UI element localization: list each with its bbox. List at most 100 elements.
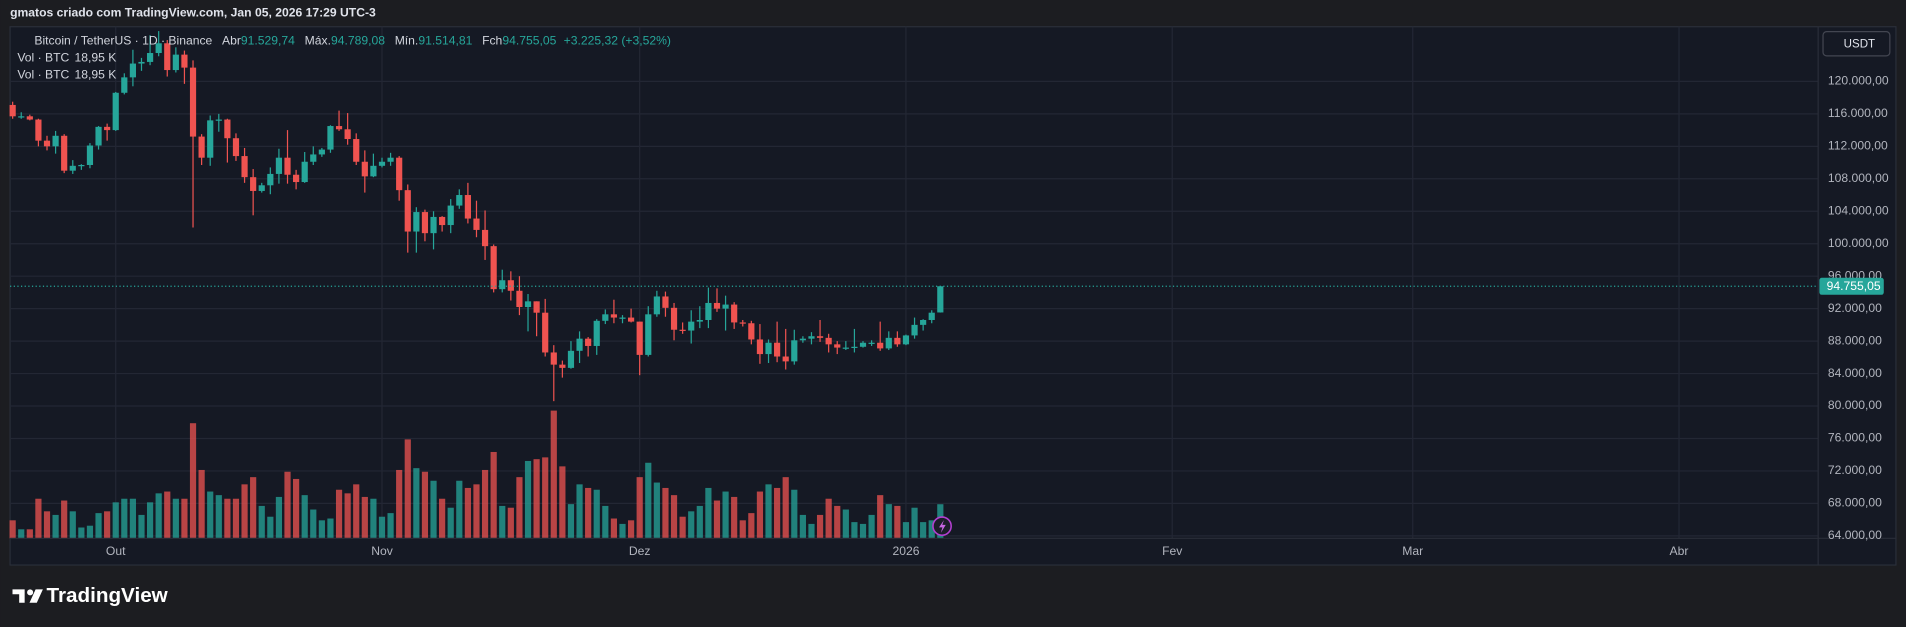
- candle-body: [456, 195, 463, 206]
- volume-bar: [387, 513, 394, 539]
- candle-body: [868, 342, 875, 344]
- volume-bar: [662, 487, 669, 539]
- volume-bar: [104, 511, 111, 539]
- candle-body: [507, 280, 514, 291]
- candle-body: [301, 161, 308, 183]
- volume-bar: [35, 498, 42, 539]
- y-tick-label: 120.000,00: [1828, 74, 1889, 88]
- candle-body: [344, 129, 351, 140]
- candle-body: [524, 301, 532, 308]
- y-tick-label: 72.000,00: [1828, 463, 1882, 477]
- volume-bar: [576, 484, 583, 539]
- volume-bar: [327, 518, 334, 539]
- candle-body: [499, 280, 506, 290]
- volume-bar: [9, 520, 16, 539]
- candle-body: [713, 302, 721, 309]
- axis-layer: 64.000,00 68.000,00 72.000,00 76.000,00 80.0…: [106, 74, 1889, 558]
- last-price-box: [1819, 277, 1884, 295]
- candle-body: [52, 135, 59, 147]
- volume-bar: [877, 495, 884, 539]
- volume-bar: [370, 498, 377, 539]
- candle-body: [705, 302, 712, 320]
- candle-body: [602, 314, 609, 321]
- candle-body: [293, 174, 300, 183]
- volume-bar: [250, 477, 257, 539]
- candle-body: [894, 337, 901, 345]
- volume-bar: [739, 520, 746, 539]
- volume-bar: [731, 496, 738, 539]
- volume-bar: [627, 520, 635, 539]
- candle-body: [430, 216, 437, 234]
- alert-icon-bolt: [939, 520, 946, 533]
- volume-bar: [138, 514, 145, 539]
- volume-legend-value: 18,95 K: [74, 51, 116, 65]
- candle-body: [232, 138, 240, 157]
- volume-bar: [636, 477, 643, 539]
- y-tick-label: 84.000,00: [1828, 366, 1882, 380]
- y-tick-label: 68.000,00: [1828, 496, 1882, 510]
- volume-bar: [808, 523, 815, 539]
- candle-body: [842, 347, 849, 349]
- volume-bar: [207, 491, 214, 539]
- candle-body: [851, 346, 858, 348]
- candle-body: [335, 126, 343, 130]
- y-tick-label: 116.000,00: [1828, 106, 1888, 120]
- alert-icon[interactable]: [932, 516, 952, 537]
- y-tick-label: 80.000,00: [1828, 398, 1882, 412]
- volume-bar: [688, 511, 695, 539]
- candle-body: [576, 338, 583, 351]
- legend-value: 94.789,08: [331, 34, 385, 48]
- candle-body: [413, 212, 420, 232]
- candle-body: [937, 286, 944, 313]
- volume-bar: [593, 489, 600, 539]
- candle-body: [739, 322, 746, 324]
- candle-body: [645, 314, 652, 355]
- volume-bar: [645, 462, 652, 539]
- volume-bar: [129, 498, 136, 539]
- candle-body: [215, 119, 222, 121]
- volume-bar: [722, 491, 729, 539]
- legend-value: 94.755,05: [502, 34, 556, 48]
- currency-label: USDT: [1844, 38, 1875, 50]
- ohlc-legend: Bitcoin / TetherUS · 1D · Binance Abr91.5…: [34, 34, 671, 48]
- candle-body: [370, 165, 377, 177]
- candle-body: [902, 335, 910, 345]
- candle-body: [516, 290, 523, 308]
- candle-body: [731, 304, 738, 323]
- candle-body: [146, 53, 154, 62]
- volume-bar: [344, 493, 351, 539]
- candle-body: [61, 135, 68, 171]
- y-tick-label: 108.000,00: [1828, 171, 1889, 185]
- y-tick-label: 100.000,00: [1828, 236, 1889, 250]
- volume-bar: [224, 498, 231, 539]
- legend-value: 91.514,81: [418, 34, 472, 48]
- candle-body: [550, 352, 557, 365]
- volume-bar: [172, 498, 179, 539]
- y-tick-label: 88.000,00: [1828, 333, 1882, 347]
- volume-bar: [456, 480, 463, 539]
- candle-body: [447, 205, 454, 226]
- volume-bar: [267, 516, 274, 539]
- candle-body: [155, 43, 162, 54]
- legend-label: Fch: [482, 34, 502, 48]
- currency-button[interactable]: [1822, 30, 1891, 57]
- volume-bar: [61, 500, 68, 539]
- volume-bar: [43, 511, 51, 539]
- volume-bar: [756, 491, 764, 539]
- candle-body: [275, 157, 283, 174]
- volume-bar: [112, 502, 119, 539]
- volume-bar: [670, 495, 678, 539]
- candle-body: [104, 126, 111, 131]
- volume-bar: [791, 489, 798, 539]
- candle-body: [542, 312, 549, 353]
- candle-body: [181, 54, 188, 68]
- candle-body: [258, 185, 265, 191]
- candle-body: [439, 216, 446, 226]
- volume-bar: [447, 507, 454, 539]
- volume-bar: [610, 518, 618, 539]
- volume-bar: [430, 480, 437, 539]
- candle-body: [396, 157, 403, 191]
- candle-body: [533, 301, 540, 313]
- volume-bar: [52, 514, 59, 539]
- candle-body: [885, 337, 892, 349]
